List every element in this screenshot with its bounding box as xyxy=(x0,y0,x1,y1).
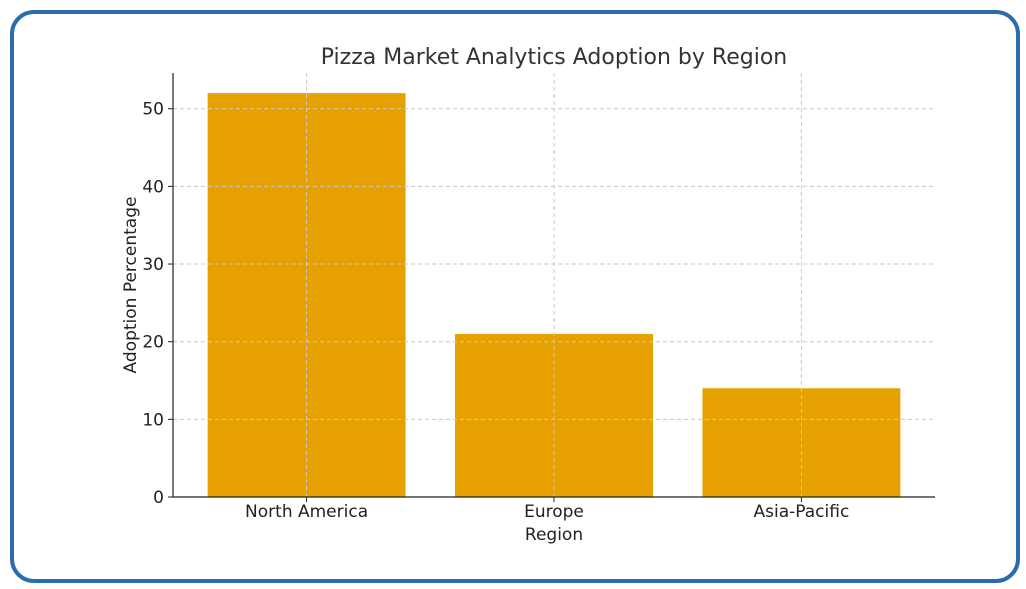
y-axis-label: Adoption Percentage xyxy=(121,197,141,374)
x-tick-label: Asia-Pacific xyxy=(754,502,850,522)
bar-asia-pacific xyxy=(702,388,901,497)
x-axis-label: Region xyxy=(525,525,583,545)
y-tick-label: 20 xyxy=(142,333,164,353)
y-tick-label: 40 xyxy=(142,177,164,197)
chart-title: Pizza Market Analytics Adoption by Regio… xyxy=(321,45,787,70)
chart-frame xyxy=(10,10,1020,583)
axes: 0 10 20 30 40 50 North America Europe Asia-Pacif… xyxy=(142,73,935,522)
y-tick-label: 10 xyxy=(142,410,164,430)
y-tick-label: 30 xyxy=(142,255,164,275)
y-tick-label: 50 xyxy=(142,100,164,120)
y-tick-label: 0 xyxy=(153,488,164,508)
x-tick-label: Europe xyxy=(524,502,584,522)
x-tick-label: North America xyxy=(245,502,368,522)
grid xyxy=(173,73,935,497)
